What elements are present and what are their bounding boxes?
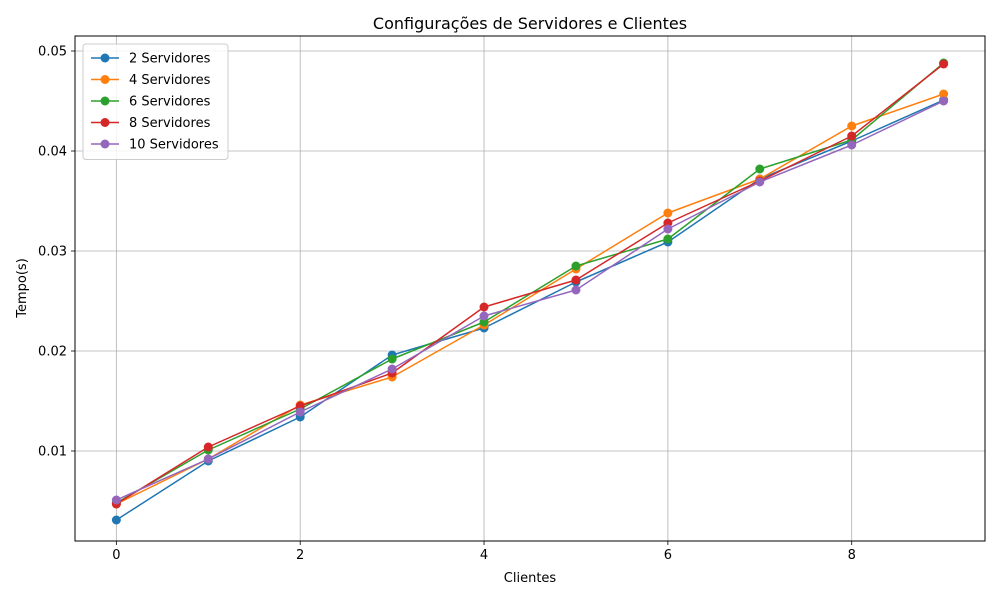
legend-label: 6 Servidores xyxy=(129,95,211,110)
series-layer xyxy=(111,58,949,525)
data-point xyxy=(203,454,213,464)
legend-item: 4 Servidores xyxy=(91,73,211,88)
legend-marker xyxy=(100,118,110,127)
series-5 xyxy=(111,96,949,505)
y-tick-label: 0.03 xyxy=(38,245,67,260)
data-point xyxy=(571,285,581,295)
plot-frame xyxy=(74,35,986,542)
series-line xyxy=(115,99,944,521)
x-tick-label: 6 xyxy=(664,548,672,563)
series-line xyxy=(116,93,944,505)
data-point xyxy=(203,442,213,452)
y-axis-ticks: 0.01 0.02 0.03 0.04 0.05 xyxy=(38,45,75,460)
legend-marker xyxy=(100,53,110,63)
data-point xyxy=(939,96,949,106)
data-point xyxy=(663,234,673,244)
data-point xyxy=(663,208,673,218)
y-tick-label: 0.05 xyxy=(38,45,67,60)
legend-item: 2 Servidores xyxy=(91,52,211,67)
legend-label: 4 Servidores xyxy=(129,73,211,88)
data-point xyxy=(755,177,765,187)
y-tick-label: 0.04 xyxy=(38,145,67,160)
data-point xyxy=(571,261,581,271)
x-tick-label: 2 xyxy=(296,548,304,563)
legend-marker xyxy=(100,75,110,84)
y-axis-label: Tempo(s) xyxy=(15,258,30,319)
series-line xyxy=(115,63,945,505)
legend-label: 8 Servidores xyxy=(129,116,211,131)
data-point xyxy=(847,121,857,131)
legend: 2 Servidores 4 Servidores 6 Servidores 8 Se… xyxy=(82,43,229,160)
x-tick-label: 0 xyxy=(112,548,120,563)
legend-label: 10 Servidores xyxy=(129,138,219,153)
data-point xyxy=(939,59,949,69)
data-point xyxy=(847,140,857,150)
x-tick-label: 4 xyxy=(480,548,488,563)
data-point xyxy=(663,224,673,234)
x-axis-ticks: 0 2 4 6 8 xyxy=(112,541,856,563)
data-point xyxy=(755,164,765,174)
data-point xyxy=(295,407,305,417)
y-tick-label: 0.01 xyxy=(38,445,67,460)
legend-label: 2 Servidores xyxy=(129,52,211,67)
legend-box xyxy=(82,43,229,160)
data-point xyxy=(939,89,949,99)
legend-item: 8 Servidores xyxy=(91,116,211,131)
legend-marker xyxy=(100,139,110,149)
y-tick-label: 0.02 xyxy=(38,345,67,360)
legend-item: 6 Servidores xyxy=(91,95,211,110)
legend-marker xyxy=(100,96,110,106)
x-tick-label: 8 xyxy=(848,548,856,563)
data-point xyxy=(387,364,397,374)
series-line xyxy=(116,100,944,501)
data-point xyxy=(479,311,489,321)
data-point xyxy=(571,275,581,285)
legend-item: 10 Servidores xyxy=(91,138,219,153)
x-axis-label: Clientes xyxy=(504,571,557,586)
data-point xyxy=(111,495,121,505)
data-point xyxy=(479,302,489,312)
data-point xyxy=(387,354,397,364)
data-point xyxy=(111,515,121,525)
chart-title: Configurações de Servidores e Clientes xyxy=(373,14,687,33)
data-point xyxy=(847,131,857,141)
